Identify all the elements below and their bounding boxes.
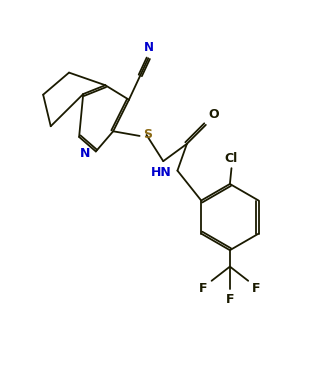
Text: F: F xyxy=(252,282,260,295)
Text: N: N xyxy=(80,147,90,160)
Text: F: F xyxy=(226,293,234,306)
Text: O: O xyxy=(208,108,219,121)
Text: S: S xyxy=(143,128,152,141)
Text: Cl: Cl xyxy=(225,152,238,165)
Text: F: F xyxy=(199,282,208,295)
Text: N: N xyxy=(144,42,154,54)
Text: HN: HN xyxy=(151,166,172,179)
